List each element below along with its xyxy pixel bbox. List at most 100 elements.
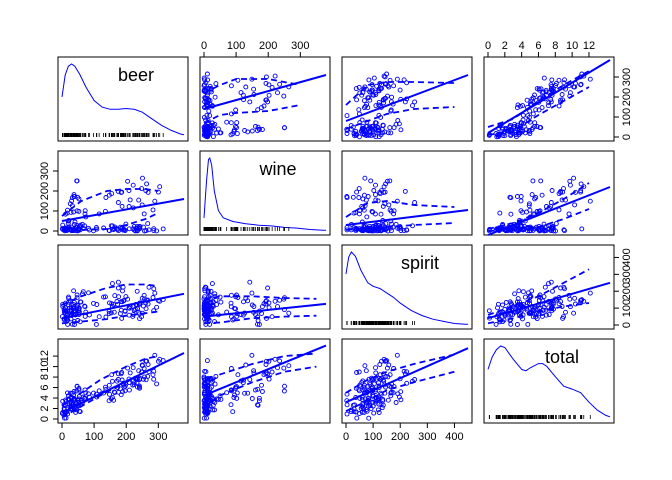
points (201, 71, 292, 140)
data-point (533, 195, 539, 200)
data-point (263, 97, 269, 103)
data-point (206, 97, 212, 103)
data-point (359, 396, 365, 402)
data-point (388, 108, 394, 114)
data-point (251, 368, 257, 374)
data-point (123, 294, 129, 300)
data-point (145, 221, 151, 227)
data-point (524, 97, 530, 103)
data-point (80, 289, 86, 295)
upper-spread-line (345, 353, 455, 394)
data-point (381, 97, 387, 103)
data-point (356, 211, 362, 217)
tick-label: 200 (391, 431, 409, 443)
points (59, 175, 166, 234)
data-point (134, 224, 140, 230)
data-point (363, 197, 369, 203)
data-point (106, 382, 112, 388)
data-point (566, 211, 572, 217)
data-point (140, 224, 146, 230)
data-point (114, 378, 120, 384)
data-point (381, 73, 387, 79)
data-point (534, 86, 540, 92)
data-point (259, 389, 265, 394)
lower-spread-line (345, 370, 455, 412)
data-point (354, 97, 360, 103)
data-point (518, 208, 524, 214)
data-point (265, 371, 271, 377)
density-curve-spirit (345, 251, 468, 325)
data-point (155, 189, 161, 195)
data-point (385, 83, 391, 89)
data-point (388, 130, 394, 136)
data-point (546, 226, 552, 232)
data-point (508, 321, 514, 327)
data-point (526, 201, 532, 207)
data-point (212, 94, 218, 100)
data-point (286, 310, 292, 316)
data-point (115, 279, 121, 285)
data-point (243, 362, 249, 368)
data-point (541, 294, 547, 300)
data-point (514, 126, 520, 132)
data-point (281, 93, 287, 99)
data-point (145, 189, 151, 195)
tick-label: 300 (418, 431, 436, 443)
data-point (529, 192, 535, 198)
data-point (530, 95, 536, 101)
data-point (373, 103, 379, 109)
data-point (578, 181, 584, 187)
data-point (208, 89, 214, 95)
data-point (136, 197, 142, 203)
data-point (358, 128, 364, 134)
data-point (401, 368, 407, 374)
data-point (500, 302, 505, 308)
data-point (522, 294, 528, 300)
data-point (375, 407, 381, 413)
panel-frame (341, 150, 473, 236)
data-point (578, 82, 584, 88)
data-point (493, 321, 499, 327)
data-point (375, 198, 381, 204)
data-point (71, 304, 77, 310)
data-point (240, 92, 246, 98)
data-point (125, 365, 131, 371)
data-point (111, 397, 117, 403)
data-point (145, 362, 151, 367)
data-point (131, 223, 137, 229)
data-point (144, 181, 150, 187)
rug-total (488, 415, 591, 419)
data-point (74, 292, 80, 298)
tick-label: 0 (201, 40, 207, 52)
data-point (559, 197, 565, 203)
tick-label: 2 (39, 405, 51, 411)
data-point (83, 390, 89, 396)
data-point (261, 103, 267, 109)
data-point (364, 408, 370, 414)
data-point (520, 121, 526, 127)
data-point (560, 189, 566, 195)
data-point (371, 75, 377, 81)
data-point (93, 321, 99, 327)
data-point (526, 129, 532, 135)
lower-spread-line (203, 365, 317, 410)
density-curve-wine (203, 156, 326, 231)
data-point (137, 385, 143, 391)
data-point (534, 316, 540, 322)
data-point (358, 405, 364, 411)
data-point (587, 198, 593, 204)
data-point (117, 311, 123, 317)
data-point (281, 365, 287, 371)
data-point (115, 285, 121, 291)
data-point (208, 122, 214, 128)
data-point (524, 307, 530, 313)
data-point (486, 308, 492, 314)
data-point (277, 81, 283, 87)
regression-line (345, 347, 469, 404)
regression-line (61, 292, 185, 320)
data-point (524, 209, 529, 215)
data-point (76, 306, 82, 312)
data-point (359, 126, 365, 131)
data-point (357, 90, 363, 96)
